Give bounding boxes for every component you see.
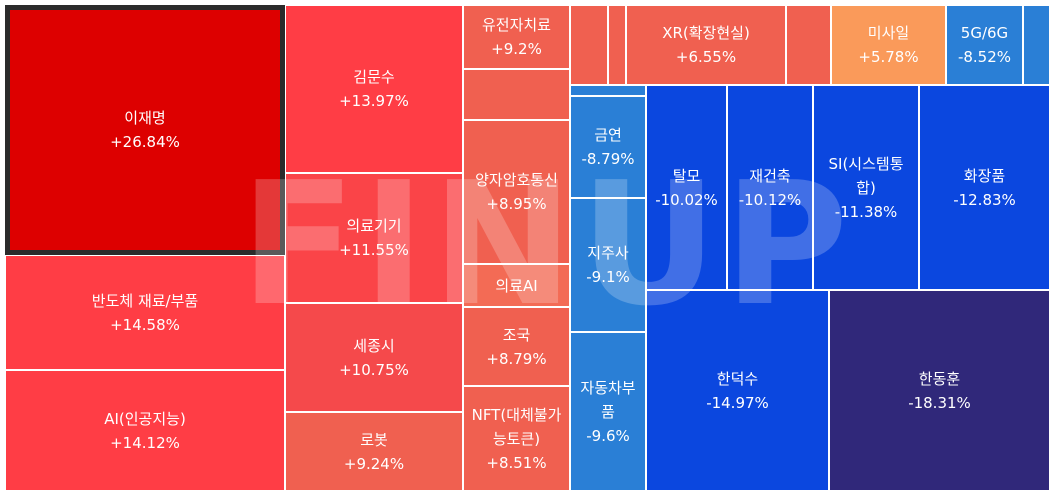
tile-change: -8.79%: [581, 150, 635, 168]
tile-change: +8.79%: [486, 349, 547, 368]
tile-name: 유전자치료: [481, 16, 551, 34]
tile-name: 한덕수: [716, 369, 759, 388]
treemap-tile[interactable]: 양자암호통신 +8.95%: [463, 120, 570, 264]
tile-name: 세종시: [353, 336, 395, 355]
treemap-tile[interactable]: 이재명 +26.84%: [5, 5, 285, 255]
tile-name: 탈모: [672, 166, 701, 185]
tile-name: NFT(대체불가능토큰): [471, 405, 562, 448]
treemap-tile[interactable]: [570, 5, 608, 85]
treemap-tile[interactable]: 화장품 -12.83%: [919, 85, 1050, 290]
tile-change: +8.51%: [486, 453, 547, 472]
tile-change: +14.12%: [110, 433, 180, 452]
treemap-tile[interactable]: 의료기기 +11.55%: [285, 173, 463, 303]
treemap-tile[interactable]: 조국 +8.79%: [463, 307, 570, 386]
tile-change: +6.55%: [675, 48, 737, 66]
tile-name: 한동훈: [918, 369, 961, 388]
tile-name: 재건축: [749, 166, 791, 185]
tile-name: 5G/6G: [960, 24, 1009, 42]
treemap-tile[interactable]: 김문수 +13.97%: [285, 5, 463, 173]
tile-change: -12.83%: [953, 190, 1016, 209]
treemap-tile[interactable]: 반도체 재료/부품 +14.58%: [5, 255, 285, 370]
tile-name: 이재명: [124, 109, 166, 127]
treemap-tile[interactable]: 세종시 +10.75%: [285, 303, 463, 412]
tile-name: AI(인공지능): [104, 409, 186, 428]
tile-change: +9.2%: [491, 40, 542, 58]
tile-name: 자동차부품: [580, 378, 636, 421]
treemap-tile[interactable]: 자동차부품 -9.6%: [570, 332, 646, 491]
tile-name: 지주사: [587, 244, 629, 262]
tile-change: +14.58%: [110, 315, 180, 334]
treemap-tile[interactable]: [786, 5, 831, 85]
tile-name: SI(시스템통합): [828, 154, 904, 197]
treemap-tile[interactable]: 금연 -8.79%: [570, 96, 646, 198]
tile-change: -10.02%: [655, 190, 718, 209]
tile-name: 금연: [594, 126, 622, 144]
treemap-tile[interactable]: AI(인공지능) +14.12%: [5, 370, 285, 491]
treemap-tile[interactable]: 5G/6G -8.52%: [946, 5, 1023, 85]
treemap-tile[interactable]: 미사일 +5.78%: [831, 5, 946, 85]
treemap-tile[interactable]: 재건축 -10.12%: [727, 85, 813, 290]
tile-change: -18.31%: [908, 393, 971, 412]
tile-name: 로봇: [360, 430, 388, 449]
tile-change: -14.97%: [706, 393, 769, 412]
tile-change: -8.52%: [957, 48, 1012, 66]
tile-name: 미사일: [867, 24, 910, 42]
tile-name: 반도체 재료/부품: [91, 291, 199, 310]
treemap-tile[interactable]: SI(시스템통합) -11.38%: [813, 85, 919, 290]
treemap-tile[interactable]: 의료AI: [463, 264, 570, 307]
treemap-tile[interactable]: [1023, 5, 1050, 85]
tile-name: 의료AI: [495, 276, 538, 295]
tile-change: +11.55%: [339, 241, 409, 259]
tile-name: XR(확장현실): [662, 24, 750, 42]
tile-change: -9.1%: [586, 268, 630, 286]
tile-change: -9.6%: [586, 426, 630, 445]
treemap-tile[interactable]: [608, 5, 626, 85]
tile-change: +10.75%: [339, 360, 409, 379]
treemap-tile[interactable]: 지주사 -9.1%: [570, 198, 646, 332]
tile-change: +13.97%: [339, 92, 409, 110]
treemap-tile[interactable]: [570, 85, 646, 96]
treemap-tile[interactable]: 한덕수 -14.97%: [646, 290, 829, 491]
treemap-tile[interactable]: 로봇 +9.24%: [285, 412, 463, 491]
tile-change: -10.12%: [738, 190, 802, 209]
tile-change: +5.78%: [858, 48, 919, 66]
tile-change: +8.95%: [486, 195, 547, 213]
tile-name: 의료기기: [346, 217, 402, 235]
treemap-tile[interactable]: 탈모 -10.02%: [646, 85, 727, 290]
treemap-tile[interactable]: XR(확장현실) +6.55%: [626, 5, 786, 85]
tile-name: 조국: [502, 325, 531, 344]
treemap-tile[interactable]: NFT(대체불가능토큰) +8.51%: [463, 386, 570, 491]
treemap-tile[interactable]: 유전자치료 +9.2%: [463, 5, 570, 69]
tile-name: 양자암호통신: [475, 171, 558, 189]
tile-name: 화장품: [963, 166, 1006, 185]
treemap-tile[interactable]: 한동훈 -18.31%: [829, 290, 1050, 491]
treemap-tile[interactable]: [463, 69, 570, 120]
tile-name: 김문수: [353, 68, 395, 86]
tile-change: +9.24%: [343, 454, 405, 473]
tile-change: -11.38%: [834, 202, 898, 221]
tile-change: +26.84%: [110, 133, 180, 151]
